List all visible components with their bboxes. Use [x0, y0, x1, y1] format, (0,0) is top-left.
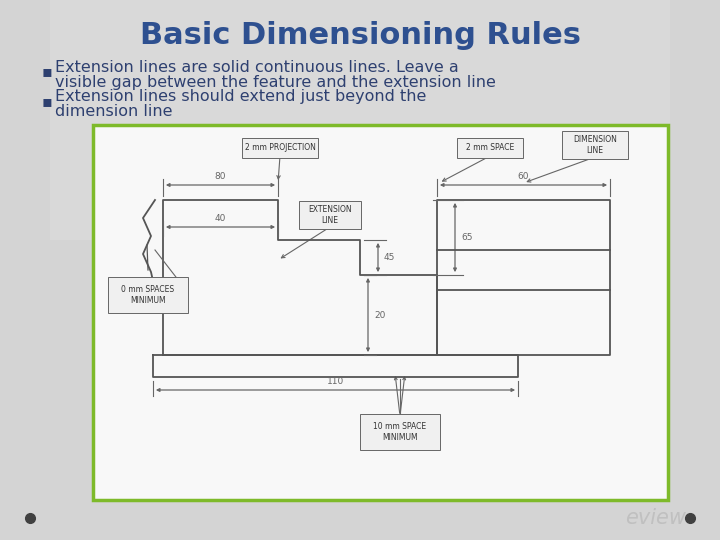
FancyBboxPatch shape	[242, 138, 318, 158]
FancyBboxPatch shape	[299, 201, 361, 229]
Text: 80: 80	[215, 172, 226, 181]
Text: 45: 45	[384, 253, 395, 262]
Text: Extension lines are solid continuous lines. Leave a: Extension lines are solid continuous lin…	[55, 59, 459, 75]
FancyBboxPatch shape	[562, 131, 628, 159]
Text: DIMENSION
LINE: DIMENSION LINE	[573, 136, 617, 154]
Text: eview: eview	[625, 508, 686, 528]
Text: Extension lines should extend just beyond the: Extension lines should extend just beyon…	[55, 90, 426, 105]
Text: 2 mm PROJECTION: 2 mm PROJECTION	[245, 144, 315, 152]
Text: 10 mm SPACE
MINIMUM: 10 mm SPACE MINIMUM	[374, 422, 426, 442]
Text: ▪: ▪	[42, 64, 53, 79]
FancyBboxPatch shape	[457, 138, 523, 158]
FancyBboxPatch shape	[93, 125, 668, 500]
Text: 60: 60	[518, 172, 529, 181]
Text: 65: 65	[461, 233, 472, 242]
Text: ▪: ▪	[42, 94, 53, 110]
Text: 20: 20	[374, 310, 385, 320]
Text: Basic Dimensioning Rules: Basic Dimensioning Rules	[140, 21, 580, 50]
Text: 0 mm SPACES
MINIMUM: 0 mm SPACES MINIMUM	[122, 285, 174, 305]
Text: dimension line: dimension line	[55, 105, 173, 119]
Text: 110: 110	[327, 377, 344, 386]
FancyBboxPatch shape	[50, 0, 670, 240]
Text: EXTENSION
LINE: EXTENSION LINE	[308, 205, 352, 225]
Text: visible gap between the feature and the extension line: visible gap between the feature and the …	[55, 75, 496, 90]
FancyBboxPatch shape	[108, 277, 188, 313]
Text: 40: 40	[215, 214, 226, 223]
Text: 2 mm SPACE: 2 mm SPACE	[466, 144, 514, 152]
FancyBboxPatch shape	[360, 414, 440, 450]
